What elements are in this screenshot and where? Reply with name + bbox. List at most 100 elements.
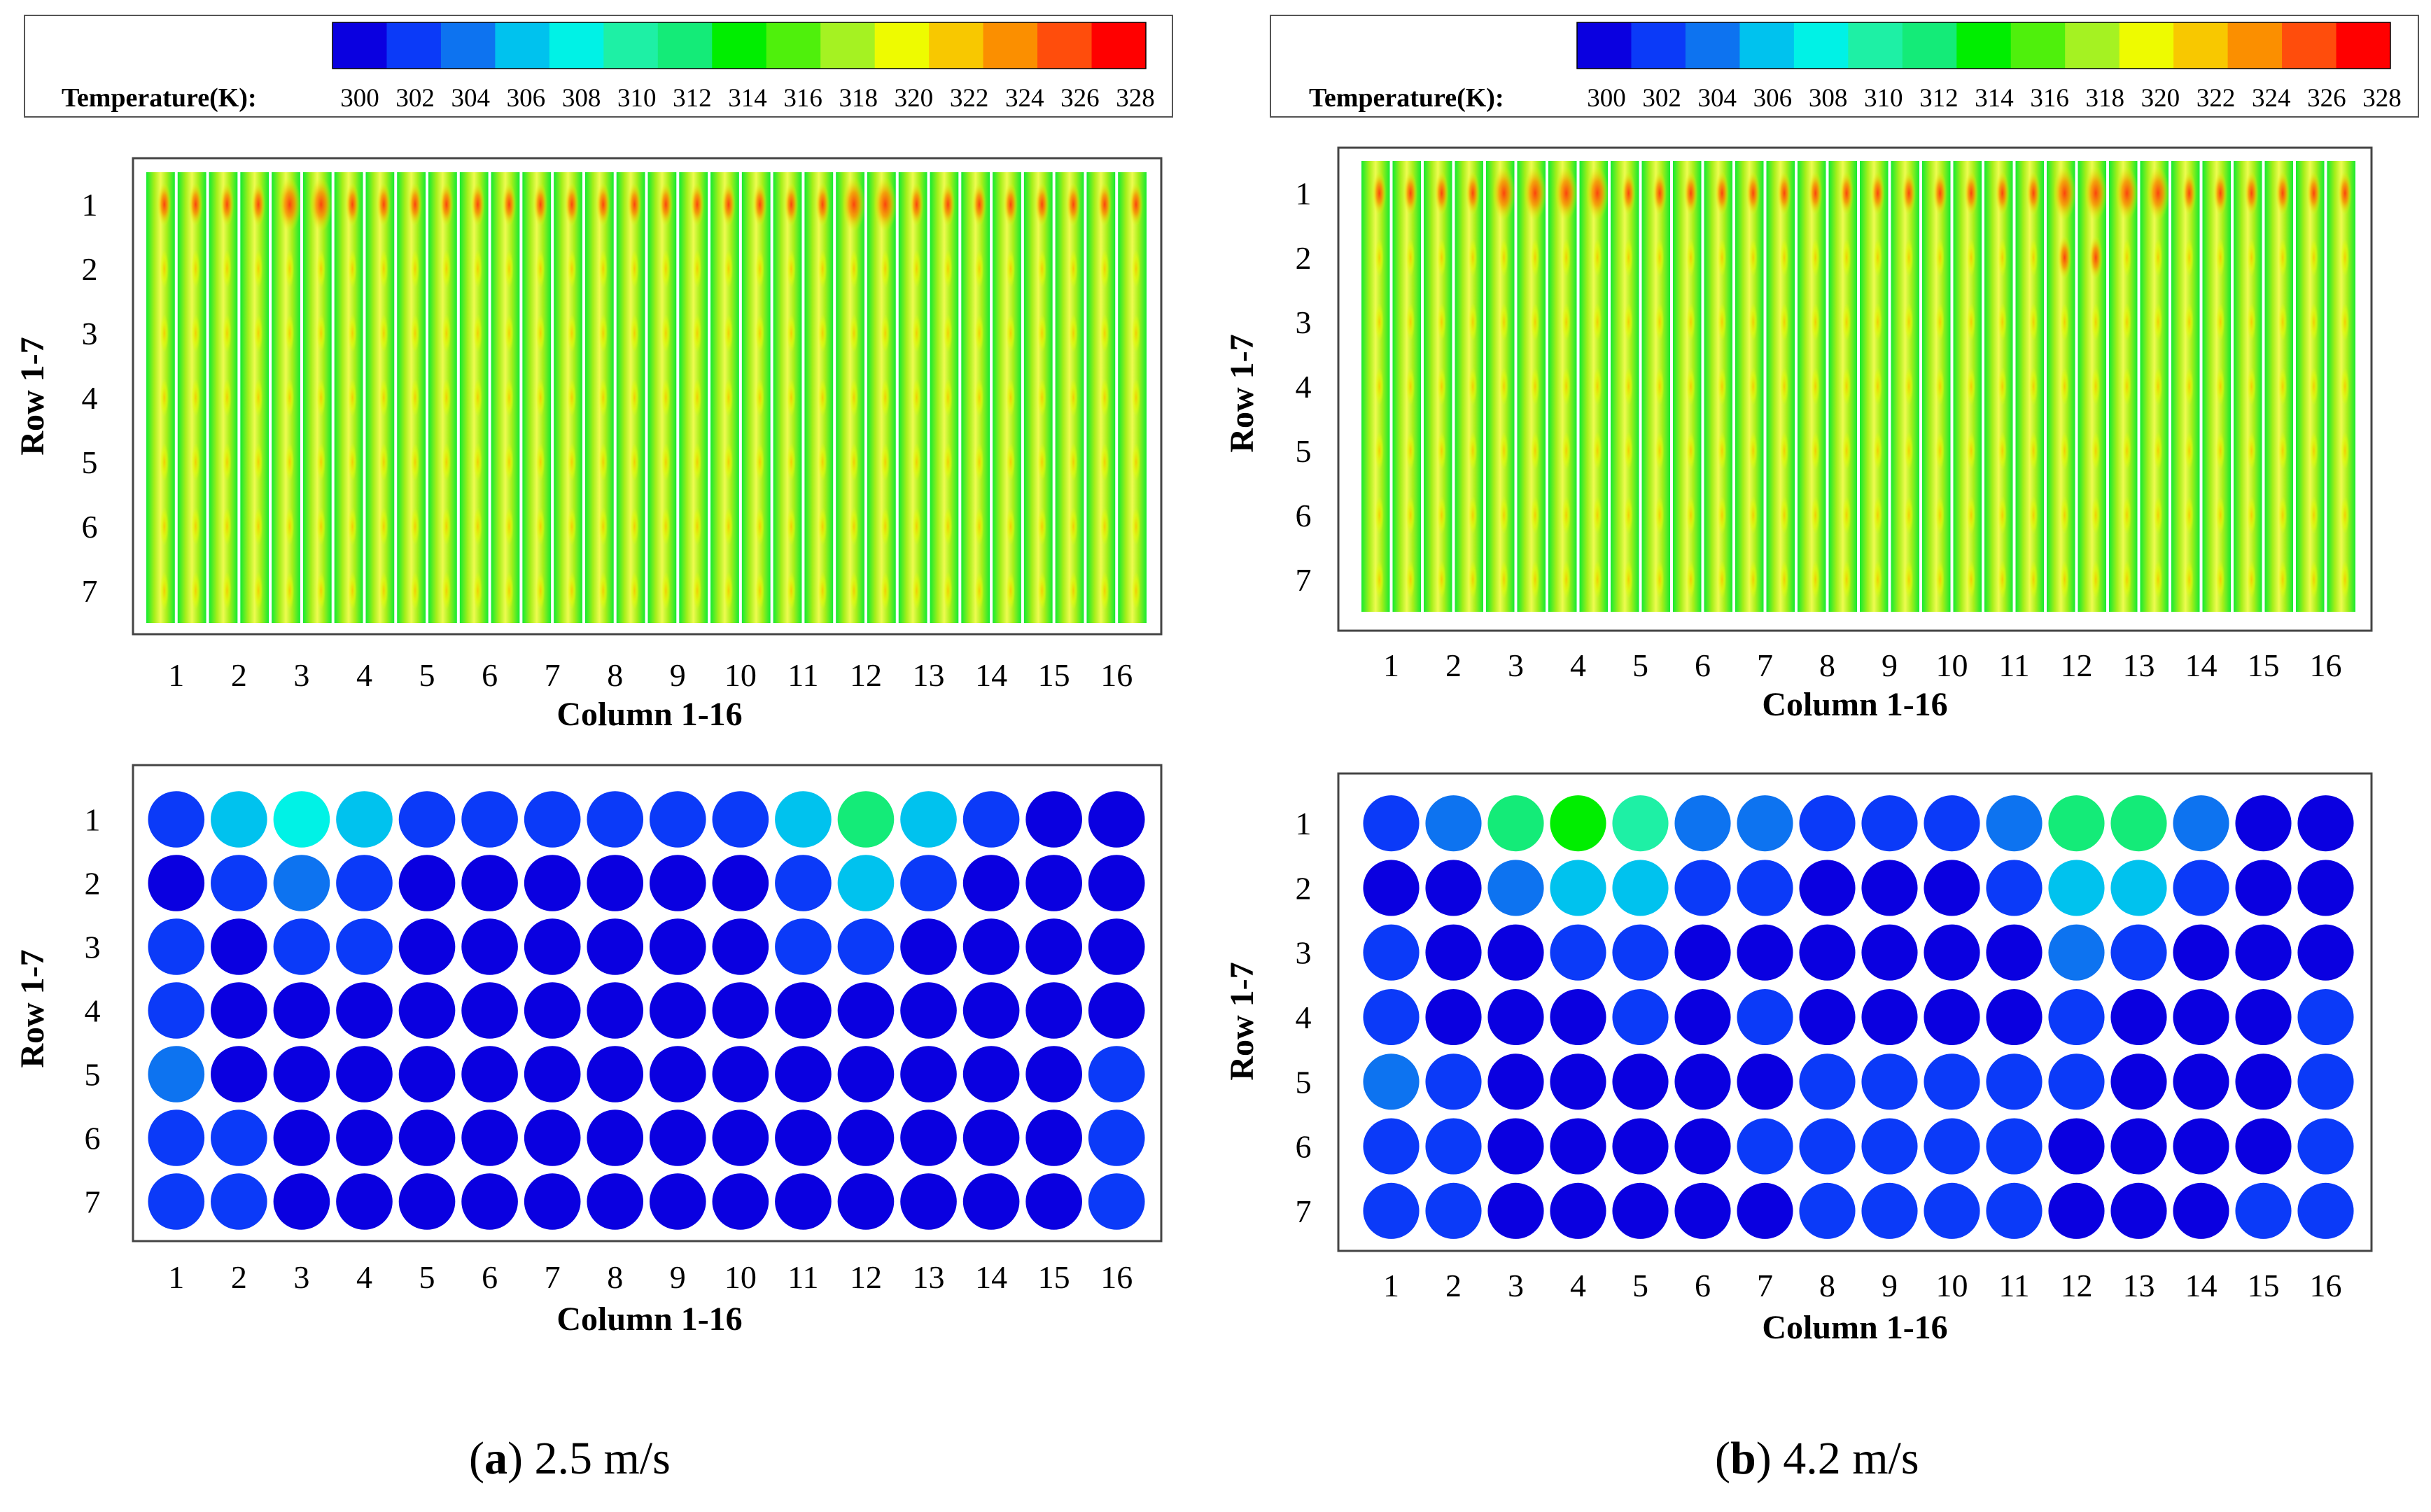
cell-marker [461, 855, 518, 911]
colorbar-tick: 320 [895, 84, 934, 113]
surface-hotspot [1586, 166, 1609, 220]
surface-hotspot [1933, 171, 1947, 216]
surface-hotspot [379, 249, 388, 288]
cell-marker [1025, 918, 1082, 975]
colorbar-tick: 322 [2197, 84, 2236, 113]
surface-hotspot [2185, 238, 2194, 277]
surface-hotspot [818, 314, 827, 353]
cell-marker [900, 855, 957, 911]
x-tick-label: 5 [419, 1259, 435, 1295]
surface-hotspot [285, 507, 295, 546]
cell-marker [962, 1046, 1020, 1102]
cell-marker [837, 1173, 895, 1230]
surface-hotspot [972, 182, 986, 227]
surface-hotspot [1904, 302, 1914, 342]
surface-hotspot [1100, 378, 1109, 417]
surface-hotspot [473, 507, 482, 546]
colorbar-swatch [2282, 22, 2337, 69]
colorbar-swatch [2227, 22, 2283, 69]
x-tick-label: 11 [1998, 1268, 2029, 1303]
surface-hotspot [2091, 431, 2101, 470]
surface-hotspot [2185, 496, 2194, 535]
cell-marker [1861, 1118, 1918, 1175]
cell-marker [2048, 1182, 2105, 1239]
surface-hotspot [912, 507, 921, 546]
cell-marker [148, 1173, 205, 1230]
surface-hotspot [160, 314, 169, 353]
surface-hotspot [1100, 442, 1109, 482]
surface-hotspot [849, 442, 859, 482]
surface-hotspot [191, 314, 200, 353]
surface-hotspot [410, 507, 420, 546]
surface-hotspot [1904, 367, 1914, 406]
surface-hotspot [348, 507, 357, 546]
y-tick-label: 1 [82, 187, 98, 223]
surface-hotspot [974, 442, 984, 482]
cell-marker [1986, 795, 2043, 852]
surface-hotspot [2309, 560, 2318, 599]
cell-marker [1986, 860, 2043, 916]
surface-hotspot [1006, 249, 1016, 288]
cell-marker [2173, 988, 2229, 1046]
x-tick-label: 16 [1100, 657, 1133, 693]
surface-hotspot [755, 571, 764, 610]
surface-hotspot [2247, 431, 2256, 470]
x-axis-title: Column 1-16 [1762, 1309, 1947, 1346]
surface-hotspot [1842, 496, 1851, 535]
surface-hotspot [442, 442, 451, 482]
surface-hotspot [1098, 182, 1112, 227]
surface-hotspot [535, 314, 545, 353]
cell-marker [1088, 791, 1145, 848]
y-tick-label: 6 [1296, 1129, 1312, 1165]
surface-hotspot [1873, 302, 1882, 342]
surface-hotspot [473, 249, 482, 288]
surface-hotspot [2122, 238, 2131, 277]
surface-hotspot [1655, 560, 1665, 599]
surface-hotspot [2247, 560, 2256, 599]
surface-hotspot [1904, 238, 1914, 277]
cell-marker [211, 982, 267, 1039]
surface-hotspot [1524, 166, 1547, 220]
cell-marker [837, 855, 895, 911]
surface-hotspot [316, 249, 325, 288]
surface-hotspot [1995, 171, 2010, 216]
surface-hotspot [2153, 496, 2163, 535]
surface-hotspot [849, 378, 859, 417]
y-tick-label: 2 [82, 251, 98, 287]
colorbar-tick: 306 [1753, 84, 1793, 113]
surface-hotspot [1437, 431, 1446, 470]
surface-hotspot [1811, 367, 1820, 406]
surface-hotspot [787, 249, 796, 288]
surface-hotspot [1100, 507, 1109, 546]
surface-hotspot [223, 571, 232, 610]
cell-marker [336, 855, 393, 911]
cell-marker [2297, 795, 2354, 852]
cell-marker [1737, 1182, 1793, 1239]
cell-marker [2048, 988, 2105, 1046]
y-tick-label: 5 [1296, 433, 1312, 469]
cell-marker [837, 1110, 895, 1166]
surface-hotspot [191, 249, 200, 288]
cell-marker [775, 855, 832, 911]
surface-hotspot [1004, 182, 1018, 227]
surface-hotspot [278, 177, 302, 232]
surface-hotspot [565, 182, 579, 227]
x-tick-label: 6 [1695, 1268, 1711, 1303]
cell-marker [837, 791, 895, 848]
surface-hotspot [285, 378, 295, 417]
x-tick-label: 14 [2185, 648, 2218, 683]
y-tick-label: 3 [85, 930, 101, 965]
cell-marker [1487, 1182, 1544, 1239]
surface-hotspot [630, 507, 639, 546]
cell-marker [1737, 988, 1793, 1046]
y-tick-label: 3 [1296, 935, 1312, 971]
cell-marker [712, 1110, 769, 1166]
surface-hotspot [505, 442, 514, 482]
colorbar-tick: 312 [673, 84, 712, 113]
surface-hotspot [1935, 302, 1945, 342]
colorbar-tick: 302 [395, 84, 435, 113]
x-axis-title: Column 1-16 [1762, 686, 1947, 723]
surface-hotspot [881, 249, 890, 288]
